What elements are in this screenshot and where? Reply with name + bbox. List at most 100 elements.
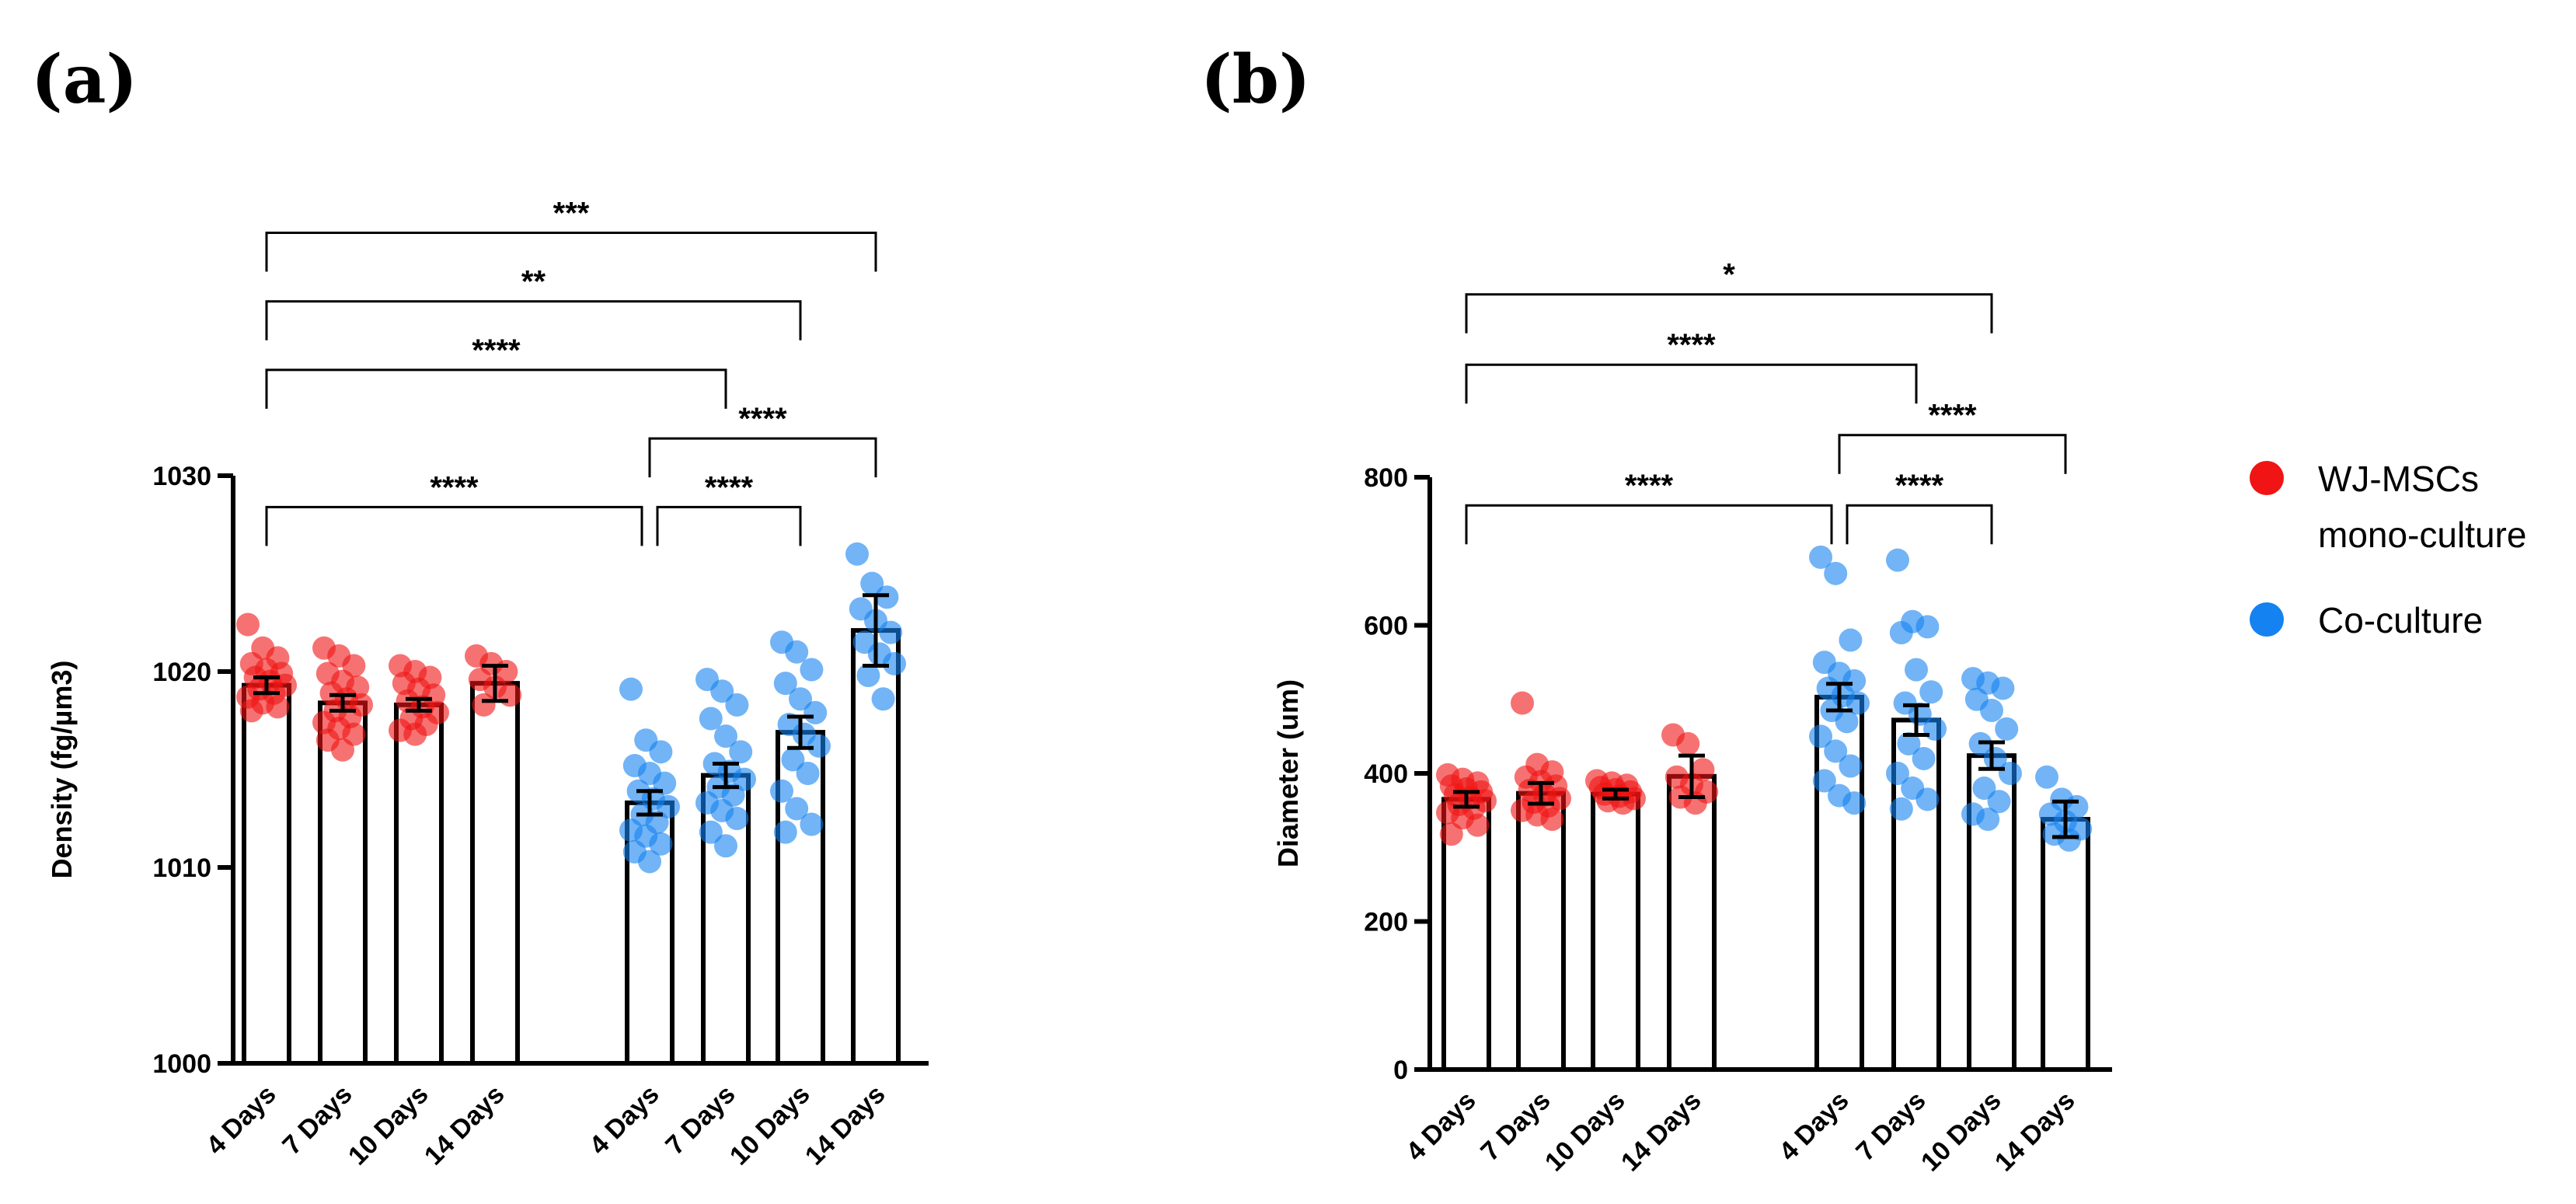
data-point — [789, 687, 812, 711]
significance-bracket — [1465, 363, 1918, 404]
data-point — [699, 707, 723, 731]
significance-bracket — [1465, 293, 1993, 333]
data-point — [1439, 822, 1463, 846]
significance-bracket — [1465, 504, 1833, 545]
data-point — [883, 651, 906, 675]
data-point — [1839, 754, 1863, 778]
data-point — [879, 620, 903, 644]
data-point — [773, 820, 797, 844]
x-tick-label: 4 Days — [584, 1080, 664, 1160]
data-point — [803, 700, 828, 724]
bar — [470, 681, 520, 1066]
x-tick-label: 14 Days — [1989, 1086, 2081, 1178]
data-point — [1842, 791, 1867, 815]
significance-label: **** — [1928, 399, 1977, 433]
legend-label-mono-line2: mono-culture — [2318, 515, 2526, 555]
data-point — [1919, 680, 1943, 704]
data-point — [1999, 762, 2022, 785]
data-point — [239, 699, 263, 723]
data-point — [2035, 765, 2058, 789]
data-point — [1466, 813, 1490, 837]
data-point — [1886, 548, 1909, 572]
x-tick-label: 4 Days — [200, 1080, 281, 1160]
data-point — [331, 738, 354, 762]
significance-bracket — [265, 368, 727, 409]
bar — [2041, 817, 2090, 1073]
data-point — [1812, 769, 1836, 793]
data-point — [781, 748, 805, 772]
data-point — [266, 695, 290, 719]
x-tick-label: 4 Days — [1400, 1086, 1481, 1167]
data-point — [875, 585, 899, 609]
legend-label-co: Co-culture — [2318, 600, 2483, 640]
bar — [394, 702, 444, 1066]
data-point — [1839, 628, 1863, 652]
data-point — [725, 807, 749, 830]
data-point — [1824, 561, 1848, 585]
x-tick-label: 10 Days — [343, 1080, 434, 1171]
data-point — [1983, 746, 2007, 770]
bar — [1516, 790, 1566, 1073]
data-point — [1905, 658, 1928, 682]
data-point — [236, 612, 260, 637]
data-point — [2057, 828, 2081, 852]
data-point — [1889, 621, 1913, 645]
significance-bracket — [1838, 434, 2067, 474]
data-point — [699, 820, 723, 844]
data-point — [1976, 808, 2000, 832]
data-point — [1835, 710, 1859, 734]
y-tick-label: 1030 — [152, 462, 211, 491]
data-point — [1886, 762, 1909, 785]
x-tick-label: 10 Days — [724, 1080, 816, 1171]
significance-label: **** — [1895, 469, 1944, 503]
y-axis-label: Diameter (um) — [1272, 679, 1304, 867]
significance-label: **** — [705, 470, 754, 504]
significance-label: **** — [1625, 469, 1674, 503]
data-point — [770, 779, 793, 803]
legend-label-mono-line1: WJ-MSCs — [2318, 459, 2479, 499]
y-tick-label: 600 — [1364, 612, 1408, 641]
significance-label: **** — [1667, 328, 1716, 362]
data-point — [619, 677, 643, 701]
data-point — [714, 834, 737, 858]
data-point — [649, 832, 673, 856]
data-point — [860, 571, 884, 595]
data-point — [1908, 702, 1932, 726]
data-point — [649, 740, 673, 764]
data-point — [1995, 717, 2019, 741]
y-tick-label: 1010 — [152, 853, 211, 883]
data-point — [729, 740, 753, 764]
significance-label: **** — [738, 402, 787, 436]
significance-label: *** — [553, 197, 590, 231]
data-point — [1912, 746, 1936, 770]
significance-bracket — [656, 505, 802, 546]
data-point — [1972, 776, 1996, 801]
panel-a-label: (a) — [31, 40, 138, 119]
y-axis-label: Density (fg/µm3) — [46, 661, 78, 879]
data-point — [498, 683, 522, 707]
data-point — [1809, 724, 1832, 749]
significance-bracket — [265, 232, 877, 272]
data-point — [796, 762, 820, 786]
data-point — [472, 693, 496, 717]
data-point — [403, 722, 427, 746]
data-point — [856, 664, 880, 688]
x-tick-label: 4 Days — [1773, 1086, 1854, 1167]
y-tick-label: 0 — [1393, 1056, 1408, 1085]
significance-label: **** — [472, 333, 521, 368]
bar — [318, 700, 368, 1066]
data-point — [1897, 731, 1921, 756]
data-point — [638, 850, 661, 874]
data-point — [1824, 739, 1848, 763]
data-point — [1889, 797, 1913, 821]
x-tick-label: 14 Days — [800, 1080, 891, 1171]
data-point — [1923, 717, 1947, 741]
y-tick-label: 200 — [1364, 908, 1408, 937]
significance-label: ** — [521, 265, 546, 299]
data-point — [725, 693, 749, 717]
data-point — [1540, 808, 1564, 832]
significance-bracket — [648, 437, 877, 478]
